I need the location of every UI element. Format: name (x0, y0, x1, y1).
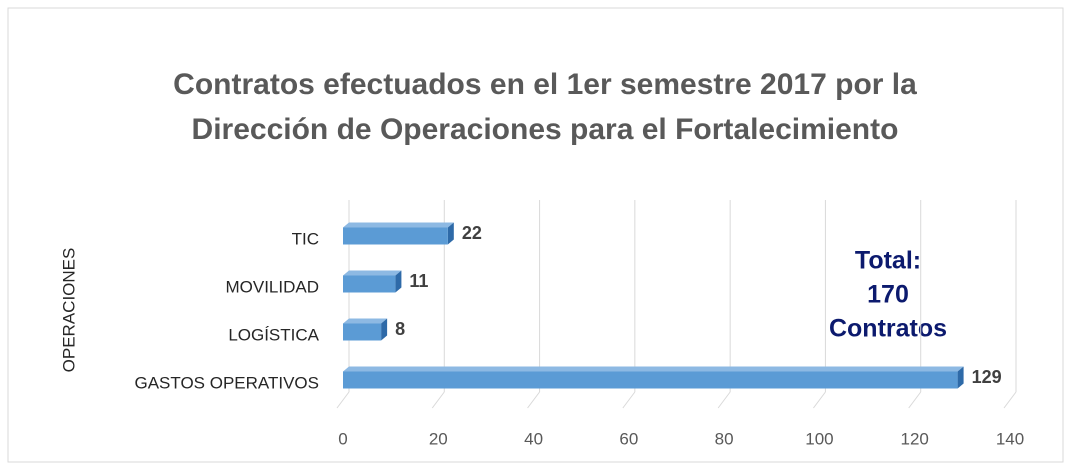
x-tick-label: 80 (715, 429, 734, 448)
bar-top (343, 366, 964, 372)
y-tick-label: MOVILIDAD (225, 277, 319, 296)
bar-side (395, 270, 402, 293)
x-tick-label: 40 (524, 429, 543, 448)
grid-floor-line (336, 391, 350, 409)
bar (343, 318, 388, 341)
bar (343, 366, 964, 389)
y-tick-label: GASTOS OPERATIVOS (134, 373, 319, 392)
grid-floor-line (527, 391, 540, 409)
x-tick-label: 0 (338, 429, 347, 448)
bar (343, 270, 402, 293)
x-tick-label: 60 (619, 429, 638, 448)
data-label: 129 (972, 367, 1002, 387)
data-label: 8 (395, 319, 405, 339)
bar-top (343, 222, 454, 228)
annotation: Contratos (829, 315, 947, 343)
y-axis-label: OPERACIONES (59, 248, 78, 373)
x-tick-label: 100 (805, 429, 833, 448)
bar-front (343, 371, 958, 389)
bar-front (343, 227, 448, 245)
bar-front (343, 275, 396, 293)
bar-side (381, 318, 388, 341)
y-tick-label: TIC (292, 229, 319, 248)
annotation: Total: (855, 247, 921, 275)
bar (343, 222, 454, 245)
bar-front (343, 323, 382, 341)
x-tick-label: 20 (429, 429, 448, 448)
grid-floor-line (1003, 391, 1017, 409)
y-tick-label: LOGÍSTICA (228, 325, 319, 344)
grid-floor-line (622, 391, 636, 409)
annotation: 170 (867, 281, 909, 309)
data-label: 11 (409, 271, 428, 291)
chart-title: Dirección de Operaciones para el Fortale… (192, 113, 899, 146)
grid-floor-line (908, 391, 922, 409)
bar-side (447, 222, 454, 245)
grid-floor-line (813, 391, 826, 409)
bar-top (343, 318, 388, 324)
x-tick-label: 140 (996, 429, 1024, 448)
chart-title: Contratos efectuados en el 1er semestre … (173, 68, 917, 101)
data-label: 22 (462, 223, 482, 243)
grid-floor-line (431, 391, 445, 409)
bar-side (957, 366, 964, 389)
grid-floor-line (717, 391, 731, 409)
bar-top (343, 270, 402, 276)
x-tick-label: 120 (901, 429, 929, 448)
